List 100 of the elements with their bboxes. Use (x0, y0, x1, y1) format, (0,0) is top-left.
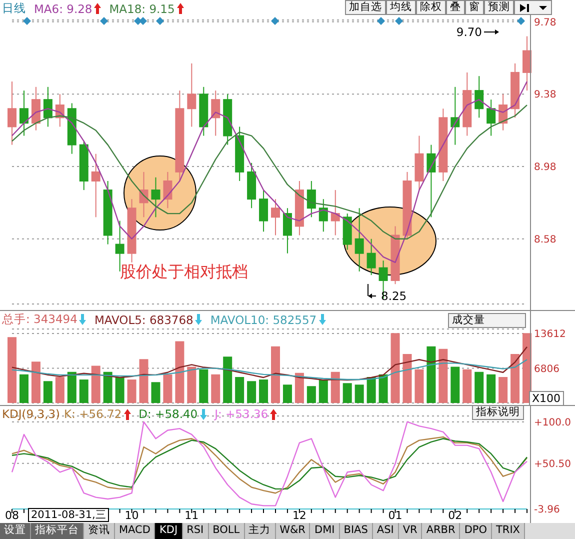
text: VR (398, 523, 422, 539)
y-tick-label: 8.98 (534, 162, 556, 174)
candlestick (474, 76, 484, 118)
text: MA6: 9.28 (34, 2, 92, 16)
x-tick-label: 12 (292, 508, 306, 522)
bar (139, 359, 148, 403)
line-series (11, 346, 528, 381)
text: RSI (182, 523, 209, 539)
bar (438, 348, 448, 403)
button: 预测 (484, 0, 514, 15)
bar (247, 381, 256, 403)
bar (259, 380, 268, 403)
button: 窗 (465, 0, 484, 15)
line-series (11, 421, 528, 506)
x-tick-label: 10 (124, 508, 139, 522)
candlestick (354, 208, 364, 272)
bar (366, 376, 376, 403)
x-tick-label: 11 (184, 508, 199, 522)
bar (474, 372, 484, 403)
bar (115, 376, 124, 403)
text: BIAS (340, 523, 373, 539)
text: BOLL (208, 523, 245, 539)
bar (510, 354, 520, 403)
bar (55, 376, 64, 403)
text: MAVOL5: 683768 (94, 312, 194, 326)
x-tick-label: 01 (388, 508, 402, 522)
bar (199, 369, 208, 403)
annotation: 8.25 (381, 289, 407, 303)
bar (43, 381, 52, 403)
text: DMI (310, 523, 340, 539)
text: 日线 (2, 1, 26, 16)
candlestick (271, 198, 280, 236)
y-tick-label: +100.0 (534, 417, 572, 428)
line-series (11, 359, 528, 380)
candlestick (8, 81, 17, 146)
text: MACD (115, 523, 156, 539)
button: 叠 (446, 0, 465, 15)
bar (462, 369, 472, 403)
series-label: 总手: 343494 (2, 312, 78, 327)
annotation: 股价处于相对抵档 (120, 262, 248, 283)
text: 主力 (244, 523, 276, 539)
text: 设置 (0, 523, 31, 539)
bar (414, 369, 424, 403)
bar (163, 374, 172, 403)
candlestick (43, 86, 52, 128)
x-tick-label: 02 (448, 508, 462, 522)
text: K: +56.72 (64, 407, 122, 421)
bar (8, 337, 17, 403)
candlestick (91, 153, 100, 218)
bar (378, 374, 388, 403)
bar (175, 341, 184, 403)
text: KDJ (155, 523, 183, 539)
y-tick-label: 9.38 (534, 90, 556, 101)
text: ARBR (422, 523, 460, 539)
bar (151, 382, 160, 403)
candlestick (19, 90, 28, 136)
bar (223, 356, 232, 403)
bar (187, 366, 196, 403)
bar (426, 346, 436, 403)
y-tick-label: 8.58 (534, 234, 556, 246)
bar (67, 372, 76, 403)
bar (127, 380, 136, 403)
bar (450, 366, 460, 403)
text: W&R (276, 523, 310, 539)
y-tick-label: -3.96 (534, 504, 560, 516)
candlestick (366, 238, 376, 276)
candlestick (330, 190, 340, 236)
bar (402, 354, 412, 403)
y-tick-label: 6806 (534, 364, 560, 375)
text: DPO (460, 523, 492, 539)
bar (306, 386, 316, 403)
bar (282, 384, 292, 403)
text: MA18: 9.15 (109, 2, 175, 16)
bar (330, 372, 340, 403)
candlestick (318, 198, 328, 232)
bar (390, 333, 400, 403)
candlestick (282, 208, 292, 254)
button: 加自选 (345, 0, 386, 15)
series-label: D: +58.40 (138, 407, 198, 421)
bar (342, 383, 352, 403)
candlestick (151, 176, 160, 218)
button: 均线 (386, 0, 416, 15)
annotation: 2011-08-31,三 (28, 508, 110, 522)
bar (103, 372, 112, 403)
candlestick (187, 62, 196, 128)
bar (486, 374, 496, 403)
text: 指标平台 (31, 523, 84, 539)
bar (79, 380, 88, 403)
button: 除权 (416, 0, 446, 15)
text: X100 (529, 391, 564, 406)
bar (235, 376, 244, 403)
bar (19, 374, 28, 403)
button: 成交量 (448, 313, 526, 328)
bar (498, 376, 508, 403)
chart-title: KDJ(9,3,3) (2, 407, 60, 421)
y-tick-label: 9.78 (534, 17, 556, 28)
bar (211, 374, 220, 403)
bar (354, 384, 364, 403)
text: J: +53.36 (214, 407, 268, 421)
candlestick (163, 171, 172, 209)
